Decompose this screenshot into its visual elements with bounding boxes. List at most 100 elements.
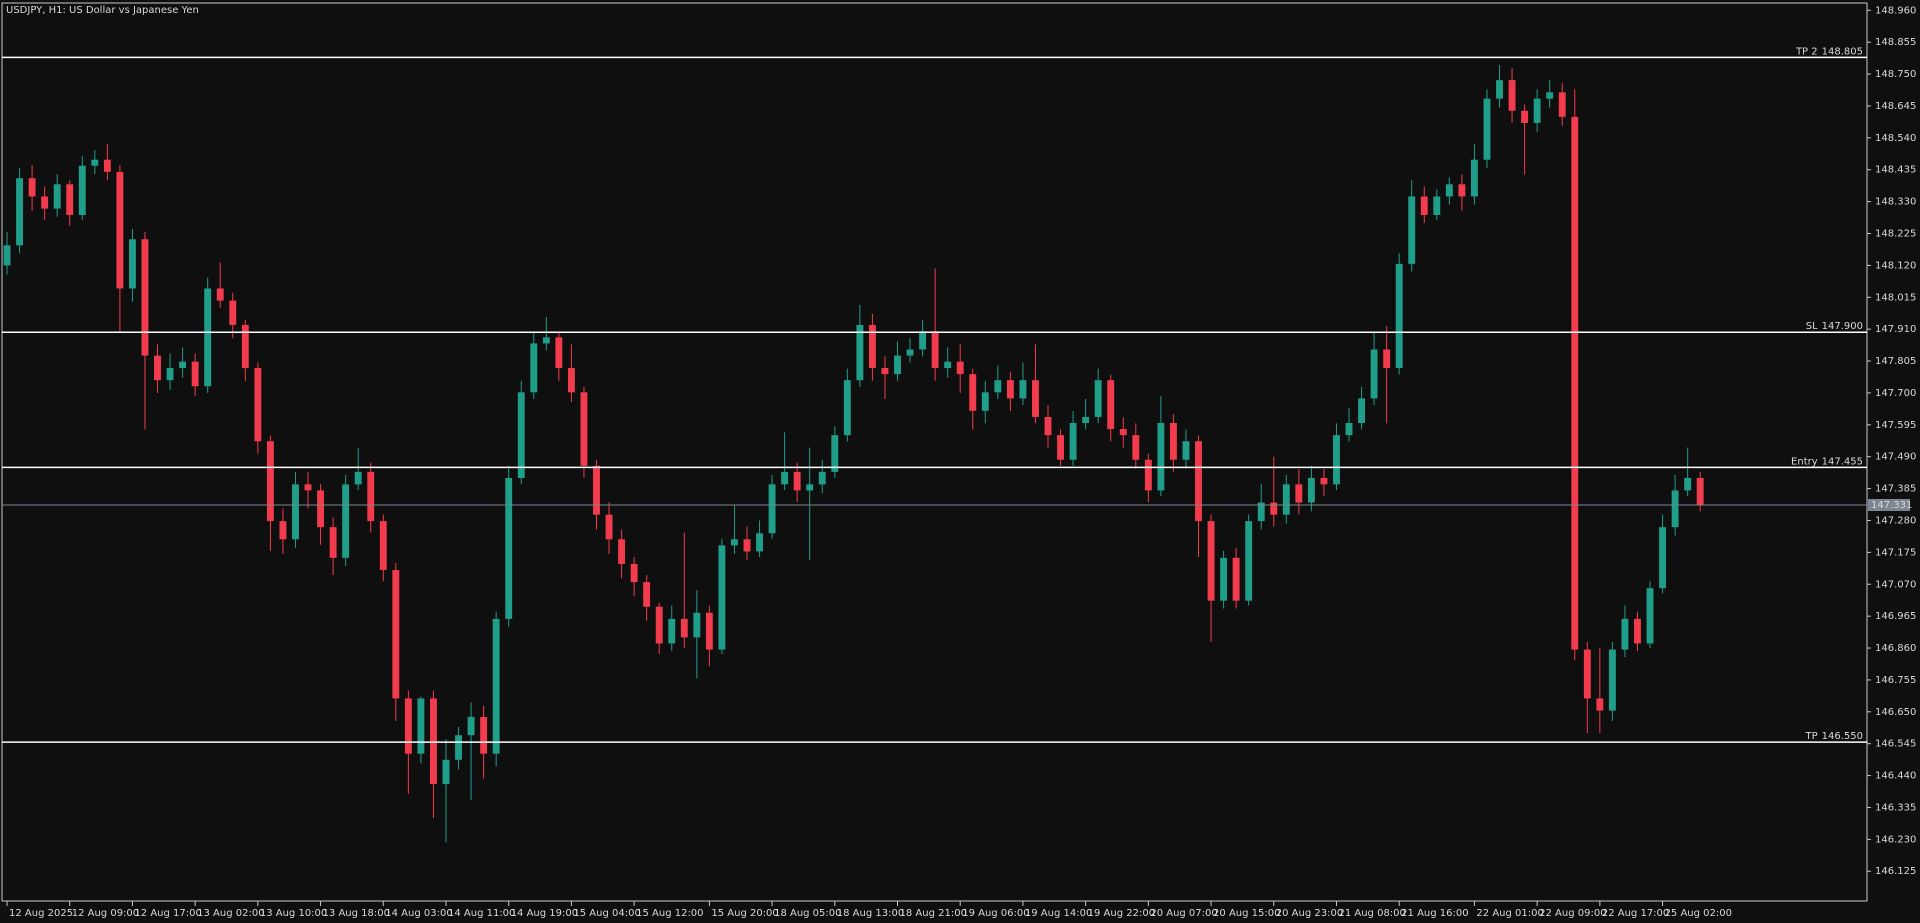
candle-body (843, 380, 851, 436)
candle-body (1420, 196, 1428, 215)
candle-body (618, 539, 626, 564)
candle-body (480, 716, 488, 754)
y-tick-label: 147.385 (1875, 484, 1916, 495)
candle-body (1608, 649, 1616, 711)
y-tick-label: 147.070 (1875, 579, 1916, 590)
y-tick-label: 148.435 (1875, 165, 1916, 176)
candle-body (141, 239, 149, 356)
candle-body (555, 337, 563, 369)
candle-body (1107, 380, 1115, 430)
current-price-box (1868, 498, 1910, 511)
x-tick-label: 13 Aug 02:00 (197, 908, 264, 919)
x-tick-label: 25 Aug 02:00 (1665, 908, 1732, 919)
candle-body (894, 355, 901, 375)
candle-body (241, 324, 249, 369)
x-tick-label: 12 Aug 17:00 (134, 908, 201, 919)
candle-body (78, 165, 86, 215)
chart-title: USDJPY, H1: US Dollar vs Japanese Yen (6, 5, 199, 16)
candle-body (392, 569, 400, 699)
candle-body (1169, 422, 1177, 460)
x-tick-label: 20 Aug 23:00 (1276, 908, 1343, 919)
candle-body (1634, 618, 1641, 644)
x-tick-label: 18 Aug 13:00 (837, 908, 904, 919)
candle-body (768, 484, 776, 534)
y-tick-label: 148.645 (1875, 101, 1916, 112)
level-name: TP 2 (1795, 46, 1818, 57)
candle-body (116, 171, 124, 289)
candle-body (1659, 527, 1667, 589)
candle-body (605, 514, 613, 540)
y-tick-label: 147.595 (1875, 420, 1916, 431)
x-tick-label: 22 Aug 01:00 (1476, 908, 1543, 919)
candle-body (693, 612, 701, 638)
x-tick-label: 21 Aug 08:00 (1338, 908, 1405, 919)
candle-body (1333, 435, 1340, 485)
candle-body (705, 612, 713, 650)
candle-body (404, 698, 412, 754)
x-tick-label: 15 Aug 20:00 (711, 908, 778, 919)
candle-body (1583, 649, 1591, 699)
level-label: TP 2 148.805 (1795, 46, 1863, 57)
candle-body (743, 539, 751, 552)
y-tick-label: 146.755 (1875, 675, 1916, 686)
candle-body (292, 484, 299, 540)
candle-body (1358, 398, 1366, 423)
candle-body (1295, 484, 1303, 503)
candle-body (154, 355, 161, 381)
level-name: Entry (1791, 456, 1818, 467)
y-tick-label: 146.860 (1875, 643, 1916, 654)
x-tick-label: 22 Aug 17:00 (1602, 908, 1669, 919)
candle-body (1207, 521, 1215, 601)
candle-body (1445, 184, 1453, 197)
candle-body (1470, 159, 1478, 197)
candle-body (517, 392, 525, 478)
candle-body (969, 374, 977, 411)
y-tick-label: 147.490 (1875, 452, 1916, 463)
x-tick-label: 21 Aug 16:00 (1401, 908, 1468, 919)
candle-body (1458, 184, 1466, 197)
candle-body (1370, 349, 1378, 399)
candle-body (781, 471, 789, 485)
level-price: 148.805 (1822, 46, 1863, 57)
candle-body (1345, 422, 1353, 436)
x-tick-label: 13 Aug 18:00 (323, 908, 390, 919)
candle-body (229, 300, 237, 325)
candle-body (731, 539, 738, 546)
x-tick-label: 18 Aug 21:00 (900, 908, 967, 919)
candle-body (329, 527, 337, 558)
candle-body (530, 343, 538, 393)
candle-body (379, 521, 387, 570)
candle-body (91, 159, 99, 166)
x-tick-label: 19 Aug 14:00 (1025, 908, 1092, 919)
y-tick-label: 146.965 (1875, 611, 1916, 622)
candle-body (718, 545, 726, 650)
level-price: 147.455 (1822, 456, 1863, 467)
candle-body (1019, 380, 1027, 399)
candle-body (1157, 422, 1165, 491)
candle-body (3, 245, 11, 266)
candle-body (1069, 422, 1077, 460)
candle-body (128, 239, 136, 289)
level-label: TP 146.550 (1805, 731, 1864, 742)
candle-body (906, 349, 914, 356)
candle-body (1433, 196, 1441, 215)
candle-body (1307, 477, 1315, 503)
candle-body (28, 178, 36, 197)
candle-body (1257, 502, 1265, 522)
candle-body (455, 735, 462, 760)
y-tick-label: 147.910 (1875, 324, 1916, 335)
candle-body (1395, 263, 1403, 369)
candle-body (1483, 98, 1491, 160)
candle-body (1282, 484, 1290, 515)
y-tick-label: 146.650 (1875, 707, 1916, 718)
candle-body (1521, 110, 1529, 123)
candle-body (1270, 502, 1278, 515)
candle-body (179, 361, 187, 369)
candle-body (831, 435, 839, 472)
candle-body (342, 484, 350, 558)
y-tick-label: 148.225 (1875, 228, 1916, 239)
y-tick-label: 147.280 (1875, 515, 1916, 526)
candle-body (1220, 557, 1228, 601)
